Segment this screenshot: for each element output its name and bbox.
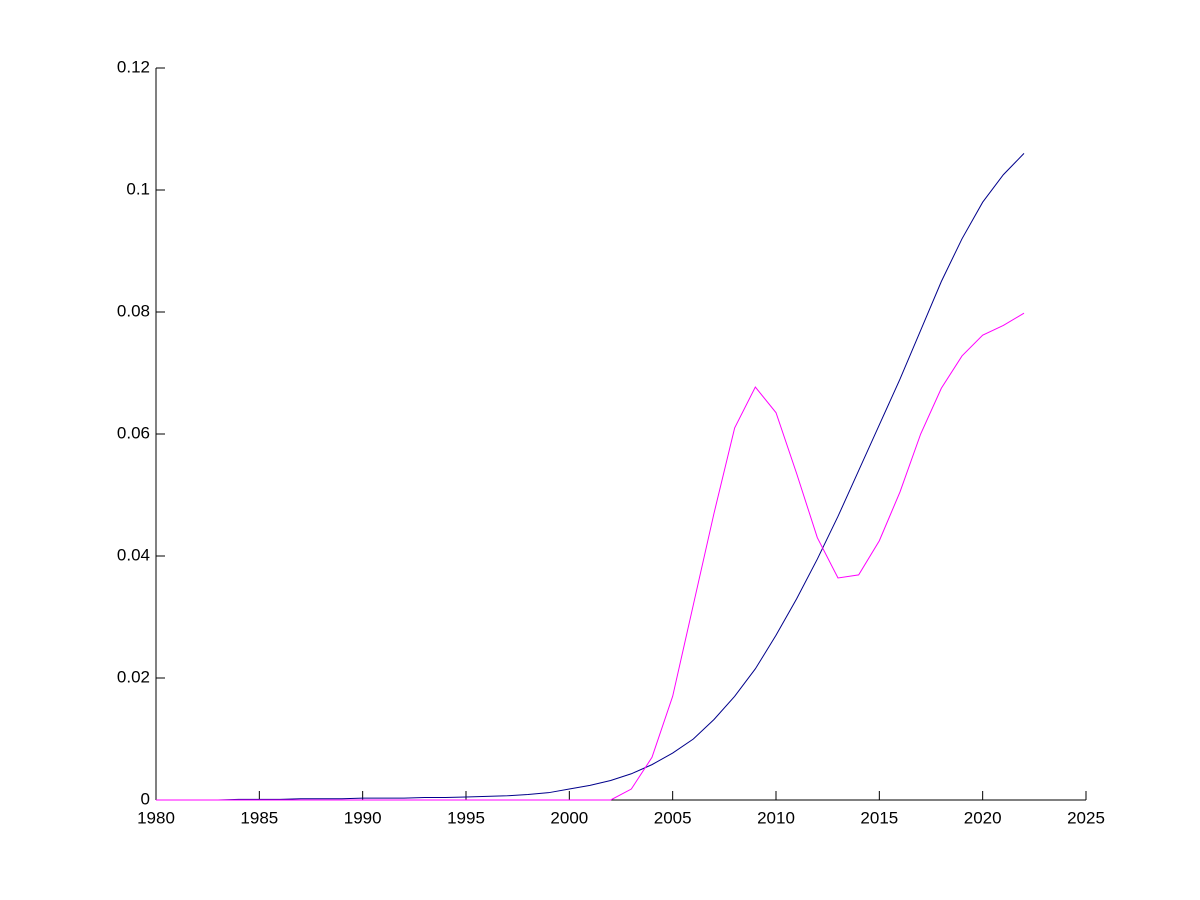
y-tick-label: 0.06 [117, 423, 150, 442]
y-tick-label: 0.12 [117, 57, 150, 76]
y-tick-label: 0 [141, 789, 150, 808]
x-tick-label: 1980 [137, 808, 175, 827]
x-tick-label: 2000 [550, 808, 588, 827]
x-tick-label: 2005 [654, 808, 692, 827]
x-tick-label: 2025 [1067, 808, 1105, 827]
y-tick-label: 0.08 [117, 301, 150, 320]
y-tick-label: 0.04 [117, 545, 150, 564]
x-tick-label: 2010 [757, 808, 795, 827]
x-tick-label: 1995 [447, 808, 485, 827]
series-line [156, 312, 1025, 801]
x-tick-label: 2015 [860, 808, 898, 827]
y-tick-label: 0.1 [126, 179, 150, 198]
y-tick-label: 0.02 [117, 667, 150, 686]
x-tick-label: 2020 [964, 808, 1002, 827]
x-tick-label: 1990 [344, 808, 382, 827]
series-line [156, 153, 1025, 801]
x-tick-label: 1985 [240, 808, 278, 827]
